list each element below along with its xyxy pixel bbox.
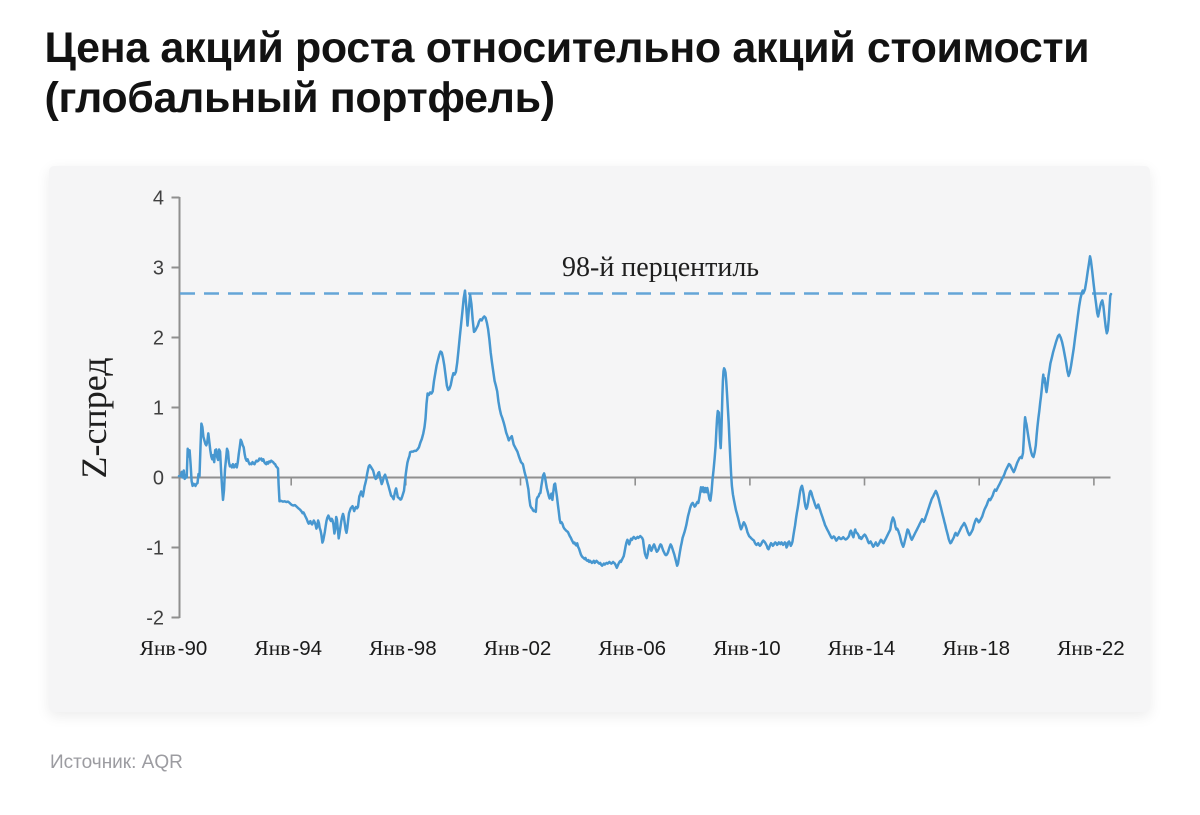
svg-text:2: 2 xyxy=(153,328,164,350)
svg-text:Янв-18: Янв-18 xyxy=(942,636,1010,660)
svg-text:Янв-10: Янв-10 xyxy=(713,636,781,660)
svg-text:98-й перцентиль: 98-й перцентиль xyxy=(562,252,759,283)
svg-text:Z-спред: Z-спред xyxy=(74,357,114,478)
svg-text:Янв-02: Янв-02 xyxy=(484,636,552,660)
svg-text:0: 0 xyxy=(153,468,164,490)
svg-text:Янв-98: Янв-98 xyxy=(369,636,437,660)
svg-text:Янв-90: Янв-90 xyxy=(140,636,208,660)
svg-text:1: 1 xyxy=(153,398,164,420)
svg-text:-1: -1 xyxy=(146,538,164,560)
svg-text:3: 3 xyxy=(153,258,164,280)
svg-text:Янв-14: Янв-14 xyxy=(828,636,896,660)
svg-text:Янв-94: Янв-94 xyxy=(254,636,322,660)
svg-text:Янв-22: Янв-22 xyxy=(1057,636,1125,660)
svg-text:4: 4 xyxy=(153,188,164,210)
svg-text:Янв-06: Янв-06 xyxy=(598,636,666,660)
svg-text:-2: -2 xyxy=(146,608,164,630)
